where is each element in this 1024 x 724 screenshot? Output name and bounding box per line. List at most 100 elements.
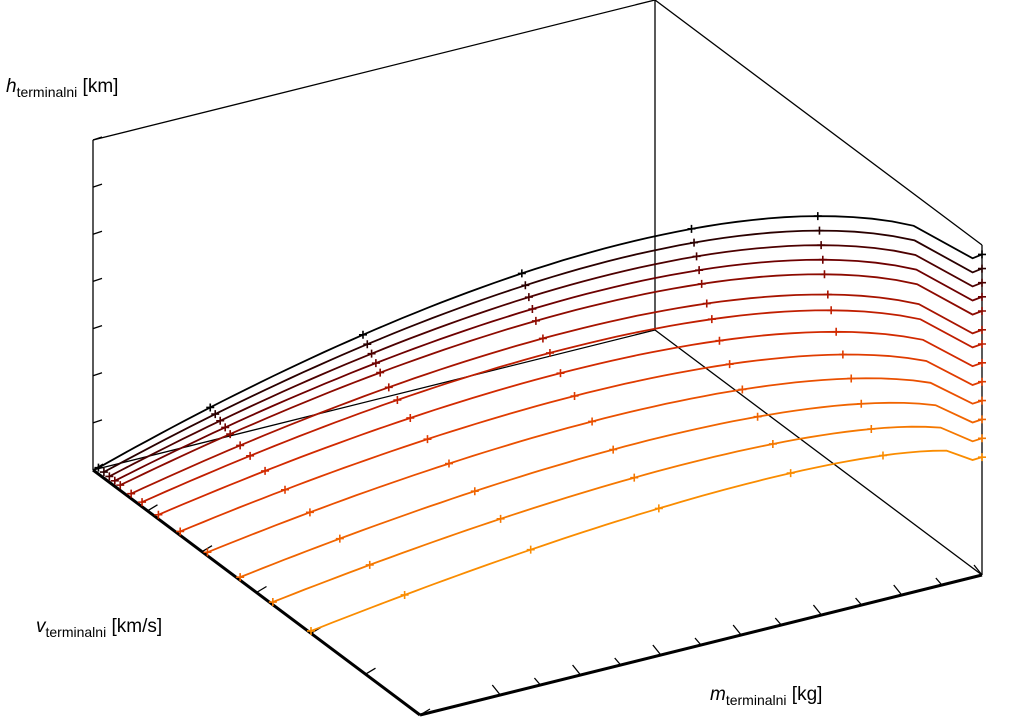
series-point-marker bbox=[867, 425, 876, 434]
series-point-marker bbox=[138, 498, 147, 507]
series-line-9 bbox=[203, 374, 986, 557]
series-point-marker bbox=[216, 416, 225, 425]
box-edge-floor-right bbox=[654, 329, 983, 576]
series-point-marker bbox=[154, 510, 163, 519]
v-tick-mark bbox=[147, 504, 158, 512]
series-point-marker bbox=[692, 252, 701, 261]
series-line-5 bbox=[127, 290, 986, 498]
z-tick-mark bbox=[92, 372, 103, 377]
m-minor-tick bbox=[614, 657, 622, 666]
series-point-marker bbox=[823, 290, 832, 299]
series-curve bbox=[141, 309, 983, 503]
z-axis-title: hterminalni [km] bbox=[6, 76, 118, 100]
series-point-marker bbox=[221, 423, 230, 432]
m-minor-tick bbox=[935, 577, 943, 586]
v-tick-mark bbox=[419, 708, 431, 716]
series-point-marker bbox=[211, 410, 220, 419]
series-point-marker bbox=[630, 473, 639, 482]
series-point-marker bbox=[517, 269, 526, 278]
series-group bbox=[94, 212, 986, 635]
series-line-0 bbox=[94, 212, 986, 472]
series-point-marker bbox=[206, 403, 215, 412]
series-point-marker bbox=[365, 560, 374, 569]
series-point-marker bbox=[817, 241, 826, 250]
series-point-marker bbox=[110, 476, 119, 485]
series-curve bbox=[130, 293, 983, 495]
series-point-marker bbox=[978, 264, 986, 273]
series-line-1 bbox=[99, 226, 986, 477]
series-point-marker bbox=[246, 451, 255, 460]
plot-box bbox=[92, 0, 983, 717]
series-curve bbox=[108, 244, 983, 478]
z-tick-mark bbox=[92, 183, 103, 188]
series-point-marker bbox=[538, 334, 547, 343]
series-point-marker bbox=[768, 439, 777, 448]
m-tick-mark bbox=[572, 664, 582, 676]
series-point-marker bbox=[556, 369, 565, 378]
m-axis-title-var: m bbox=[710, 684, 726, 705]
m-tick-mark bbox=[893, 584, 903, 596]
series-point-marker bbox=[813, 212, 822, 221]
series-point-marker bbox=[470, 487, 479, 496]
series-point-marker bbox=[116, 481, 125, 490]
v-axis-title-unit: [km/s] bbox=[106, 616, 162, 637]
series-curve bbox=[98, 215, 983, 469]
series-point-marker bbox=[815, 226, 824, 235]
series-point-marker bbox=[786, 469, 795, 478]
series-line-3 bbox=[110, 255, 986, 485]
series-line-2 bbox=[105, 241, 986, 481]
series-point-marker bbox=[978, 396, 986, 405]
m-minor-tick bbox=[694, 637, 702, 646]
series-point-marker bbox=[978, 453, 986, 462]
series-curve bbox=[119, 273, 983, 486]
v-axis-title-sub: terminalni bbox=[46, 624, 107, 640]
series-point-marker bbox=[838, 350, 847, 359]
series-point-marker bbox=[545, 348, 554, 357]
series-curve bbox=[179, 353, 983, 533]
series-point-marker bbox=[978, 377, 986, 386]
series-point-marker bbox=[444, 459, 453, 468]
series-point-marker bbox=[820, 270, 829, 279]
series-point-marker bbox=[371, 359, 380, 368]
series-point-marker bbox=[978, 415, 986, 424]
series-point-marker bbox=[978, 278, 986, 287]
series-point-marker bbox=[878, 451, 887, 460]
m-minor-tick bbox=[774, 617, 782, 626]
m-tick-mark bbox=[973, 564, 983, 576]
m-axis-title-unit: [kg] bbox=[787, 684, 823, 705]
series-point-marker bbox=[203, 548, 212, 557]
series-point-marker bbox=[236, 573, 245, 582]
series-point-marker bbox=[654, 504, 663, 513]
v-axis-title-var: v bbox=[36, 616, 47, 637]
series-point-marker bbox=[978, 358, 986, 367]
z-tick-mark bbox=[92, 277, 103, 283]
m-axis-title: mterminalni [kg] bbox=[710, 684, 822, 708]
series-line-4 bbox=[116, 270, 986, 490]
series-curve bbox=[310, 449, 983, 632]
series-point-marker bbox=[818, 255, 827, 264]
series-curve bbox=[103, 229, 983, 473]
m-tick-mark bbox=[812, 604, 822, 616]
z-tick-mark bbox=[92, 230, 103, 235]
series-point-marker bbox=[687, 224, 696, 233]
box-edge-top-back bbox=[92, 0, 656, 141]
series-point-marker bbox=[393, 395, 402, 404]
series-point-marker bbox=[695, 266, 704, 275]
series-point-marker bbox=[531, 316, 540, 325]
series-point-marker bbox=[400, 590, 409, 599]
series-point-marker bbox=[307, 626, 315, 635]
series-point-marker bbox=[268, 598, 277, 607]
series-point-marker bbox=[526, 545, 535, 554]
series-line-6 bbox=[138, 306, 986, 507]
v-tick-mark bbox=[365, 667, 376, 675]
series-point-marker bbox=[715, 336, 724, 345]
series-point-marker bbox=[335, 534, 344, 543]
z-axis-title-var: h bbox=[6, 76, 17, 97]
series-point-marker bbox=[690, 238, 699, 247]
series-point-marker bbox=[226, 430, 235, 439]
series-point-marker bbox=[261, 466, 270, 475]
series-point-marker bbox=[707, 315, 716, 324]
series-point-marker bbox=[99, 468, 108, 477]
series-curve bbox=[207, 377, 983, 554]
series-point-marker bbox=[176, 527, 185, 536]
